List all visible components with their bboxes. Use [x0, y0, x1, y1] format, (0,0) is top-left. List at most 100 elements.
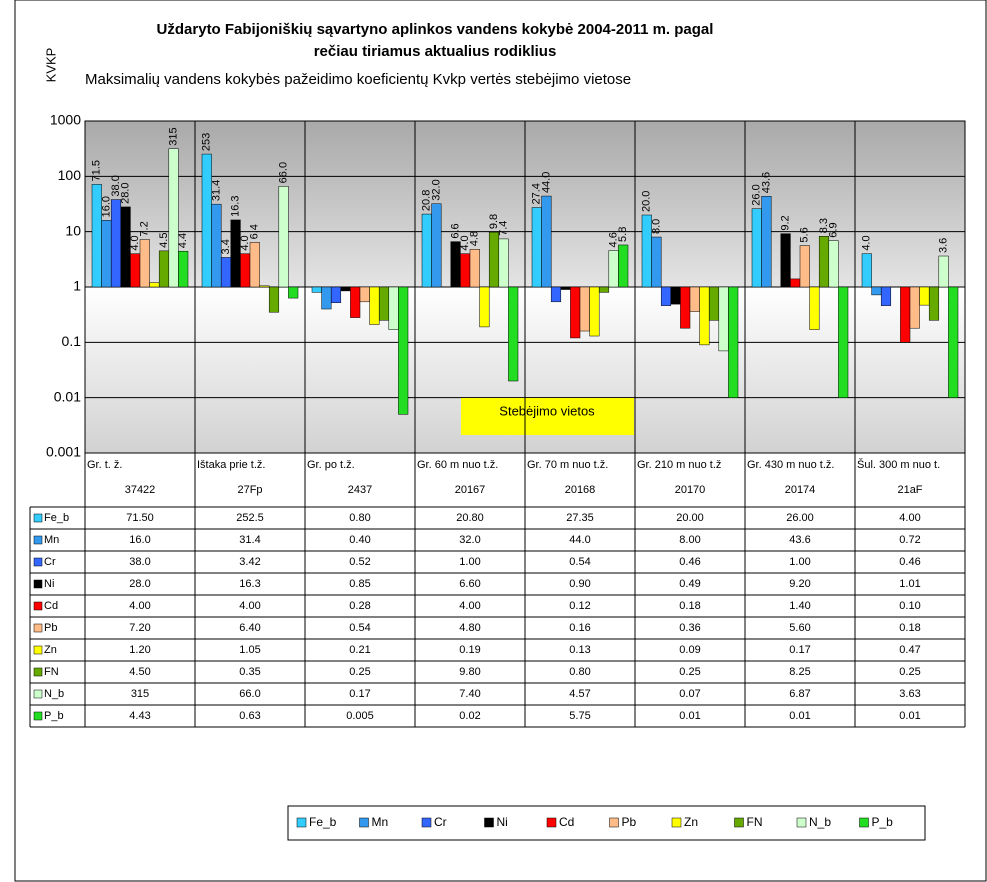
table-cell: 28.0	[129, 578, 150, 590]
table-cell: 20.00	[676, 512, 704, 524]
category-label: Gr. 60 m nuo t.ž.	[417, 459, 498, 471]
table-cell: 7.40	[459, 688, 480, 700]
table-cell: 16.0	[129, 534, 150, 546]
table-cell: 0.47	[899, 644, 920, 656]
table-cell: 1.00	[459, 556, 480, 568]
category-code: 27Fp	[237, 484, 262, 496]
table-cell: 0.25	[899, 666, 920, 678]
bar	[288, 286, 299, 299]
bar	[178, 250, 189, 288]
table-cell: 6.40	[239, 622, 260, 634]
table-cell: 0.01	[789, 710, 810, 722]
table-cell: 0.85	[349, 578, 370, 590]
bar	[249, 242, 260, 288]
data-label: 20.0	[641, 191, 653, 212]
table-legend-key	[33, 535, 43, 545]
bar	[790, 278, 801, 288]
legend-key	[296, 817, 307, 828]
table-cell: 6.60	[459, 578, 480, 590]
bar	[220, 257, 232, 288]
legend-key	[609, 817, 619, 828]
category-label: Gr. 430 m nuo t.ž.	[747, 459, 834, 471]
bar	[350, 286, 361, 318]
legend-key	[859, 817, 869, 828]
table-series-name: P_b	[44, 710, 64, 722]
data-label: 66.0	[278, 162, 290, 183]
table-series-name: FN	[44, 666, 59, 678]
y-tick-label: 0.1	[62, 333, 82, 349]
data-label: 6.6	[450, 223, 462, 238]
table-legend-key	[33, 645, 43, 655]
bar	[728, 286, 739, 398]
legend-label: Zn	[684, 815, 698, 829]
bar	[388, 286, 399, 330]
table-series-name: N_b	[44, 688, 64, 700]
bar	[508, 286, 519, 382]
data-label: 253	[201, 133, 213, 151]
table-cell: 0.46	[899, 556, 920, 568]
bar	[550, 286, 562, 303]
table-cell: 0.35	[239, 666, 260, 678]
table-cell: 0.80	[569, 666, 590, 678]
bar	[718, 286, 729, 352]
bar	[259, 285, 270, 288]
table-cell: 1.40	[789, 600, 810, 612]
legend-label: Fe_b	[309, 815, 337, 829]
annotation-box	[461, 398, 634, 435]
annotation: Stebėjimo vietos	[499, 403, 595, 418]
table-cell: 0.80	[349, 512, 370, 524]
table-cell: 0.19	[459, 644, 480, 656]
legend-key	[734, 817, 744, 828]
bar	[689, 286, 700, 312]
table-series-name: Pb	[44, 622, 57, 634]
table-series-name: Mn	[44, 534, 59, 546]
data-label: 43.6	[760, 172, 772, 193]
data-label: 5.6	[799, 227, 811, 242]
bar	[570, 286, 581, 339]
data-label: 31.4	[210, 180, 222, 201]
data-label: 9.2	[780, 215, 792, 230]
data-label: 4.0	[239, 235, 251, 250]
bar	[330, 286, 342, 303]
bar	[311, 286, 322, 293]
table-cell: 0.52	[349, 556, 370, 568]
bar	[809, 286, 820, 330]
bar	[589, 286, 600, 337]
bar	[531, 207, 542, 288]
data-label: 28.0	[120, 183, 132, 204]
data-label: 8.0	[650, 219, 662, 234]
bar	[120, 206, 131, 288]
bar	[699, 286, 710, 346]
table-cell: 0.02	[459, 710, 480, 722]
table-cell: 3.63	[899, 688, 920, 700]
table-series-name: Cd	[44, 600, 58, 612]
bar	[421, 213, 432, 288]
bar	[861, 253, 872, 288]
table-cell: 71.50	[126, 512, 154, 524]
data-label: 16.0	[100, 196, 112, 217]
table-cell: 31.4	[239, 534, 260, 546]
data-label: 315	[168, 127, 180, 145]
bar	[579, 286, 590, 332]
y-tick-label: 1	[73, 278, 81, 294]
data-label: 4.0	[459, 235, 471, 250]
table-cell: 4.00	[899, 512, 920, 524]
table-cell: 0.18	[679, 600, 700, 612]
chart-title: Uždaryto Fabijoniškių sąvartyno aplinkos…	[157, 21, 714, 38]
table-cell: 4.00	[459, 600, 480, 612]
data-label: 8.3	[818, 218, 830, 233]
category-code: 20174	[785, 484, 816, 496]
table-cell: 20.80	[456, 512, 484, 524]
table-cell: 0.10	[899, 600, 920, 612]
legend-label: N_b	[809, 815, 831, 829]
bar	[460, 253, 471, 288]
bar	[168, 148, 179, 288]
category-label: Gr. 210 m nuo t.ž	[637, 459, 721, 471]
bar	[838, 286, 849, 398]
chart-subtitle: Maksimalių vandens kokybės pažeidimo koe…	[85, 71, 631, 88]
data-label: 32.0	[430, 179, 442, 200]
table-series-name: Fe_b	[44, 512, 69, 524]
data-label: 71.5	[91, 160, 103, 181]
table-cell: 0.18	[899, 622, 920, 634]
